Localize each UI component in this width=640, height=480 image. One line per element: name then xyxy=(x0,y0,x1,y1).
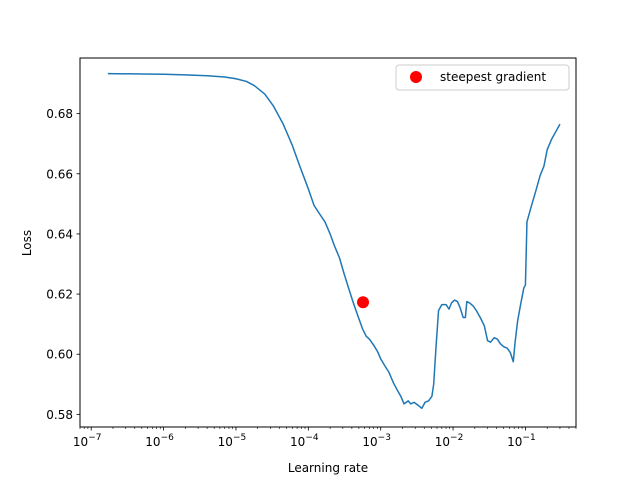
y-tick-label: 0.58 xyxy=(46,408,73,422)
y-tick-label: 0.60 xyxy=(46,348,73,362)
legend-entry-steepest-gradient: steepest gradient xyxy=(440,70,546,84)
y-axis-ticks: 0.58 0.60 0.62 0.64 0.66 0.68 xyxy=(46,107,80,422)
legend-marker xyxy=(410,71,422,83)
legend: steepest gradient xyxy=(395,64,570,91)
axes-frame xyxy=(79,57,577,428)
x-tick-label: 10−6 xyxy=(145,433,174,449)
x-tick-label: 10−1 xyxy=(507,433,536,449)
x-tick-label: 10−3 xyxy=(362,433,391,449)
x-axis-label: Learning rate xyxy=(288,461,368,475)
x-axis-ticks: 10−7 10−6 10−5 10−4 10−3 10−2 10−1 xyxy=(73,427,577,449)
x-tick-label: 10−7 xyxy=(73,433,102,449)
y-tick-label: 0.62 xyxy=(46,288,73,302)
y-tick-label: 0.66 xyxy=(46,167,73,181)
y-tick-label: 0.68 xyxy=(46,107,73,121)
y-tick-label: 0.64 xyxy=(46,227,73,241)
y-axis-label: Loss xyxy=(20,230,34,256)
x-tick-label: 10−2 xyxy=(435,433,464,449)
x-tick-label: 10−4 xyxy=(290,433,319,449)
x-tick-label: 10−5 xyxy=(218,433,247,449)
steepest-gradient-point xyxy=(357,296,370,309)
legend-box xyxy=(395,64,570,91)
plot-area xyxy=(107,72,561,410)
loss-curve-line xyxy=(107,72,561,410)
